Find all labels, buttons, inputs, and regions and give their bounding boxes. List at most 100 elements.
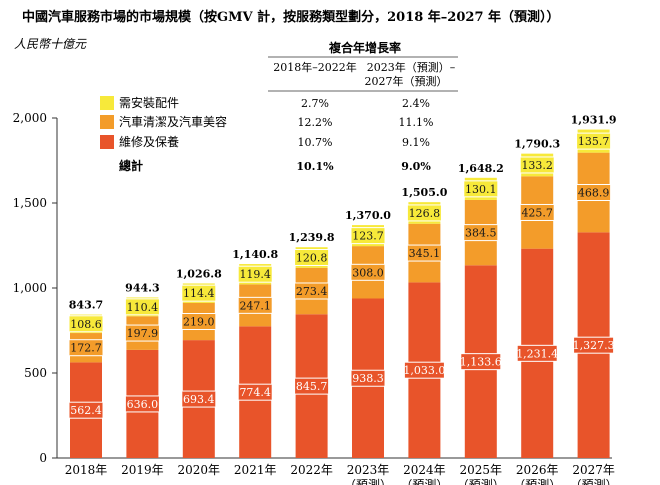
data-label-box xyxy=(463,180,499,198)
x-tick-label: 2025年 xyxy=(460,463,503,477)
cagr-col2-header-line2: 2027年（預測） xyxy=(365,74,448,88)
data-label-box xyxy=(124,395,160,413)
legend-total-label: 總計 xyxy=(119,158,143,173)
cagr-value: 12.2% xyxy=(298,116,333,129)
data-label: 119.4 xyxy=(239,268,271,281)
cagr-total-value: 10.1% xyxy=(296,160,334,173)
data-label: 172.7 xyxy=(70,342,102,355)
chart-title: 中國汽車服務市場的市場規模（按GMV 計，按服務類型劃分，2018 年–2027… xyxy=(22,9,560,25)
data-label: 126.8 xyxy=(409,207,441,220)
x-tick-sublabel: （預測） xyxy=(400,478,448,485)
total-label: 1,931.9 xyxy=(571,114,617,127)
data-label: 1,033.0 xyxy=(403,364,445,377)
y-tick-label: 0 xyxy=(39,451,47,465)
x-tick-label: 2021年 xyxy=(234,463,277,477)
cagr-value: 2.4% xyxy=(402,97,430,110)
x-tick-label: 2024年 xyxy=(403,463,446,477)
data-label: 636.0 xyxy=(127,398,159,411)
data-label: 108.6 xyxy=(70,318,102,331)
data-label: 425.7 xyxy=(521,206,553,219)
y-tick-label: 1,000 xyxy=(13,281,47,295)
data-label-box xyxy=(519,203,555,221)
total-label: 1,505.0 xyxy=(401,186,447,199)
data-label: 774.4 xyxy=(239,386,271,399)
data-label-box xyxy=(463,224,499,242)
data-label-box xyxy=(68,401,104,419)
x-tick-sublabel: （預測） xyxy=(457,478,505,485)
data-label: 938.3 xyxy=(352,372,384,385)
data-label-box xyxy=(406,204,442,222)
data-label-box xyxy=(350,227,386,245)
total-label: 1,370.0 xyxy=(345,209,391,222)
data-label-box xyxy=(181,284,217,302)
x-tick-label: 2022年 xyxy=(290,463,333,477)
data-label: 110.4 xyxy=(127,301,159,314)
data-label-box xyxy=(68,339,104,357)
x-tick-sublabel: （預測） xyxy=(570,478,618,485)
data-label-box xyxy=(403,361,445,379)
data-label-box xyxy=(516,344,558,362)
data-label-box xyxy=(237,296,273,314)
legend-swatch xyxy=(100,96,114,110)
data-label: 845.7 xyxy=(296,380,328,393)
data-label: 308.0 xyxy=(352,266,384,279)
y-axis-label: 人民幣十億元 xyxy=(14,37,87,51)
data-label-box xyxy=(350,263,386,281)
data-label: 120.8 xyxy=(296,251,328,264)
data-label-box xyxy=(576,184,612,202)
data-label-box xyxy=(181,313,217,331)
data-label-box xyxy=(576,132,612,150)
data-label: 693.4 xyxy=(183,393,215,406)
data-label-box xyxy=(294,282,330,300)
cagr-col1-header: 2018年–2022年 xyxy=(273,60,357,74)
x-tick-label: 2020年 xyxy=(178,463,221,477)
x-tick-label: 2019年 xyxy=(121,463,164,477)
data-label-box xyxy=(294,248,330,266)
data-label: 1,133.6 xyxy=(460,356,502,369)
data-label: 1,327.3 xyxy=(573,339,615,352)
cagr-col2-header-line1: 2023年（預測）– xyxy=(367,60,456,74)
data-label: 468.9 xyxy=(578,187,610,200)
total-label: 1,790.3 xyxy=(514,138,560,151)
data-label: 345.1 xyxy=(409,247,441,260)
data-label-box xyxy=(406,244,442,262)
cagr-value: 2.7% xyxy=(301,97,329,110)
data-label-box xyxy=(124,324,160,342)
data-label: 114.4 xyxy=(183,287,215,300)
legend-label: 汽車清潔及汽車美容 xyxy=(119,114,227,129)
total-label: 1,648.2 xyxy=(458,162,504,175)
total-label: 1,140.8 xyxy=(232,248,278,261)
x-tick-sublabel: （預測） xyxy=(344,478,392,485)
y-tick-label: 1,500 xyxy=(13,196,47,210)
data-label-box xyxy=(519,156,555,174)
x-tick-label: 2023年 xyxy=(347,463,390,477)
data-label-box xyxy=(294,377,330,395)
cagr-table: 複合年增長率 2018年–2022年 2023年（預測）– 2027年（預測） xyxy=(268,40,458,92)
cagr-total-value: 9.0% xyxy=(401,160,431,173)
y-tick-label: 500 xyxy=(24,366,47,380)
data-label-box xyxy=(181,390,217,408)
total-label: 843.7 xyxy=(69,299,103,312)
total-label: 1,026.8 xyxy=(176,267,222,280)
legend-swatch xyxy=(100,135,114,149)
legend-swatch xyxy=(100,115,114,129)
cagr-value: 11.1% xyxy=(399,116,434,129)
legend-label: 需安裝配件 xyxy=(119,95,179,110)
data-label-box xyxy=(237,383,273,401)
data-label: 123.7 xyxy=(352,230,384,243)
x-tick-label: 2026年 xyxy=(516,463,559,477)
data-label: 384.5 xyxy=(465,227,497,240)
y-tick-label: 2,000 xyxy=(13,111,47,125)
data-label: 130.1 xyxy=(465,183,497,196)
data-label-box xyxy=(237,265,273,283)
data-label: 247.1 xyxy=(239,299,271,312)
data-label-box xyxy=(350,369,386,387)
total-label: 944.3 xyxy=(125,281,159,294)
x-tick-sublabel: （預測） xyxy=(513,478,561,485)
data-label: 273.4 xyxy=(296,285,328,298)
total-label: 1,239.8 xyxy=(289,231,335,244)
data-label-box xyxy=(573,336,615,354)
legend-label: 維修及保養 xyxy=(119,134,179,149)
cagr-header: 複合年增長率 xyxy=(328,40,401,55)
